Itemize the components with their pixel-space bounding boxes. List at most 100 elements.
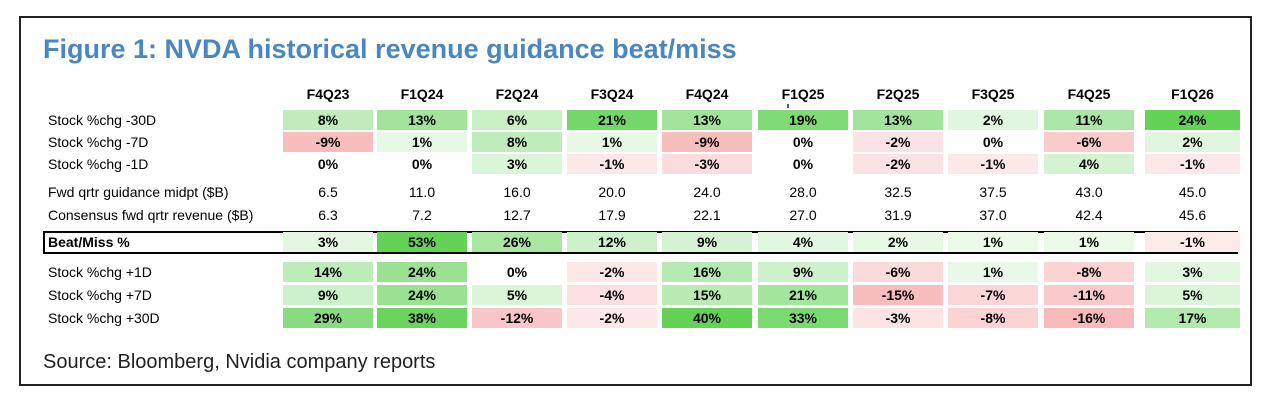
row-label: Stock %chg +30D bbox=[48, 310, 160, 326]
table-cell: 6.5 bbox=[318, 184, 338, 200]
table-cell: -3% bbox=[853, 308, 943, 328]
table-cell: 42.4 bbox=[1075, 207, 1103, 223]
table-cell: -2% bbox=[853, 132, 943, 152]
table-cell: 21% bbox=[567, 110, 657, 130]
table-cell: 17.9 bbox=[598, 207, 626, 223]
table-cell: -16% bbox=[1044, 308, 1134, 328]
table-cell: 29% bbox=[283, 308, 373, 328]
table-cell: 9% bbox=[283, 285, 373, 305]
table-cell: 13% bbox=[662, 110, 752, 130]
table-cell: -8% bbox=[948, 308, 1038, 328]
table-cell: 0% bbox=[792, 156, 814, 172]
table-cell: -4% bbox=[567, 285, 657, 305]
column-header: F2Q25 bbox=[876, 86, 920, 102]
table-cell: 40% bbox=[662, 308, 752, 328]
table-cell: 3% bbox=[472, 154, 562, 174]
table-cell: 24.0 bbox=[693, 184, 721, 200]
table-cell: -9% bbox=[283, 132, 373, 152]
table-cell: 6% bbox=[472, 110, 562, 130]
table-cell: 16% bbox=[662, 262, 752, 282]
table-cell: 24% bbox=[377, 285, 467, 305]
table-cell: 4% bbox=[1044, 154, 1134, 174]
table-cell: 26% bbox=[472, 232, 562, 252]
table-cell: -1% bbox=[948, 154, 1038, 174]
table-cell: 17% bbox=[1145, 308, 1240, 328]
column-header: F4Q24 bbox=[685, 86, 729, 102]
table-cell: 22.1 bbox=[693, 207, 721, 223]
table-cell: 15% bbox=[662, 285, 752, 305]
table-cell: 21% bbox=[758, 285, 848, 305]
table-cell: -2% bbox=[567, 308, 657, 328]
table-cell: 16.0 bbox=[503, 184, 531, 200]
table-cell: 6.3 bbox=[318, 207, 338, 223]
table-cell: 3% bbox=[1145, 262, 1240, 282]
table-cell: 19% bbox=[758, 110, 848, 130]
table-cell: 9% bbox=[662, 232, 752, 252]
table-cell: 0% bbox=[506, 264, 528, 280]
table-cell: 20.0 bbox=[598, 184, 626, 200]
row-label: Beat/Miss % bbox=[48, 234, 130, 250]
table-cell: -8% bbox=[1044, 262, 1134, 282]
table-cell: 14% bbox=[283, 262, 373, 282]
table-cell: 2% bbox=[1145, 132, 1240, 152]
table-cell: -2% bbox=[567, 262, 657, 282]
table-cell: 2% bbox=[948, 110, 1038, 130]
row-label: Stock %chg -7D bbox=[48, 134, 149, 150]
column-header: F3Q24 bbox=[590, 86, 634, 102]
table-cell: 2% bbox=[853, 232, 943, 252]
table-cell: 24% bbox=[1145, 110, 1240, 130]
table-cell: -3% bbox=[662, 154, 752, 174]
table-cell: -15% bbox=[853, 285, 943, 305]
table-cell: 1% bbox=[948, 262, 1038, 282]
table-cell: -1% bbox=[567, 154, 657, 174]
table-cell: 33% bbox=[758, 308, 848, 328]
table-cell: 37.5 bbox=[979, 184, 1007, 200]
table-cell: -9% bbox=[662, 132, 752, 152]
row-label: Stock %chg +7D bbox=[48, 287, 152, 303]
table-cell: -6% bbox=[853, 262, 943, 282]
table-cell: -1% bbox=[1145, 154, 1240, 174]
table-cell: 38% bbox=[377, 308, 467, 328]
column-header: F4Q23 bbox=[306, 86, 350, 102]
column-header: F2Q24 bbox=[495, 86, 539, 102]
table-cell: 12.7 bbox=[503, 207, 531, 223]
table-cell: 24% bbox=[377, 262, 467, 282]
table-cell: 13% bbox=[377, 110, 467, 130]
table-cell: 37.0 bbox=[979, 207, 1007, 223]
table-cell: 1% bbox=[948, 232, 1038, 252]
figure-title: Figure 1: NVDA historical revenue guidan… bbox=[43, 34, 737, 64]
table-cell: 5% bbox=[472, 285, 562, 305]
table-cell: 27.0 bbox=[789, 207, 817, 223]
table-cell: 8% bbox=[283, 110, 373, 130]
row-label: Consensus fwd qrtr revenue ($B) bbox=[48, 207, 254, 223]
table-cell: 28.0 bbox=[789, 184, 817, 200]
table-cell: 11.0 bbox=[408, 184, 436, 200]
column-header: F1Q24 bbox=[400, 86, 444, 102]
table-cell: 7.2 bbox=[412, 207, 432, 223]
column-header: F1Q25 bbox=[781, 86, 825, 102]
table-cell: 45.6 bbox=[1178, 207, 1207, 223]
table-cell: 8% bbox=[472, 132, 562, 152]
table-cell: 1% bbox=[377, 132, 467, 152]
table-cell: 1% bbox=[567, 132, 657, 152]
table-cell: 45.0 bbox=[1178, 184, 1207, 200]
table-cell: 9% bbox=[758, 262, 848, 282]
row-label: Fwd qrtr guidance midpt ($B) bbox=[48, 184, 229, 200]
table-cell: -7% bbox=[948, 285, 1038, 305]
table-cell: 11% bbox=[1044, 110, 1134, 130]
table-cell: 4% bbox=[758, 232, 848, 252]
table-cell: -6% bbox=[1044, 132, 1134, 152]
table-cell: 13% bbox=[853, 110, 943, 130]
table-cell: 0% bbox=[411, 156, 433, 172]
row-label: Stock %chg -30D bbox=[48, 112, 157, 128]
column-header: F3Q25 bbox=[971, 86, 1015, 102]
table-cell: -12% bbox=[472, 308, 562, 328]
column-header: F4Q25 bbox=[1067, 86, 1111, 102]
table-cell: 1% bbox=[1044, 232, 1134, 252]
table-cell: -1% bbox=[1145, 232, 1240, 252]
table-cell: 12% bbox=[567, 232, 657, 252]
table-cell: 3% bbox=[283, 232, 373, 252]
header-marker bbox=[787, 104, 789, 108]
table-cell: 5% bbox=[1145, 285, 1240, 305]
table-cell: 53% bbox=[377, 232, 467, 252]
